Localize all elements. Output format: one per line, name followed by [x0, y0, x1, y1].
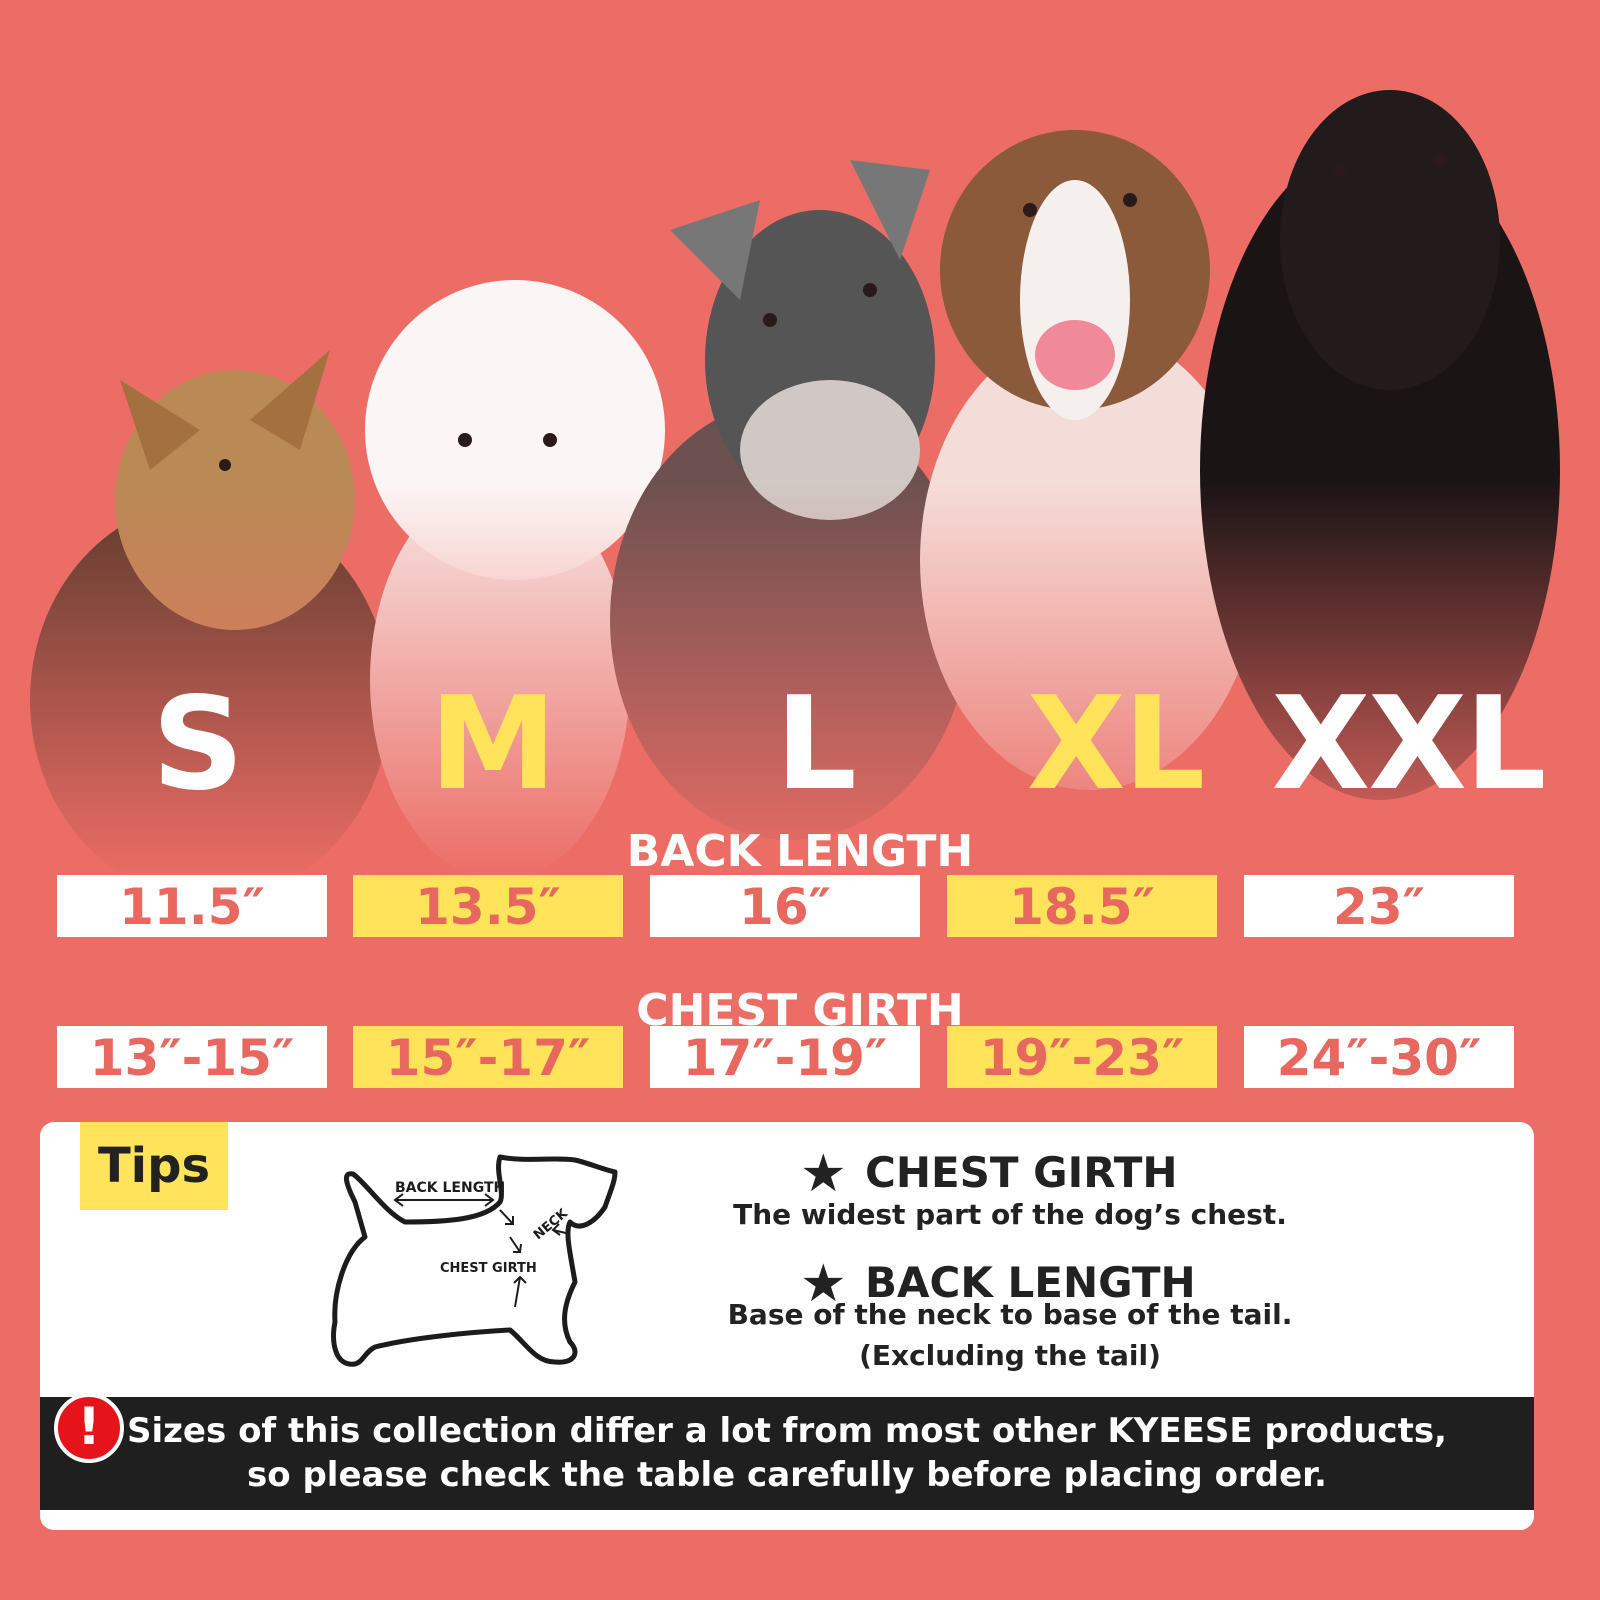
- back-length-xl: 18.5″: [947, 875, 1217, 937]
- diagram-chest-girth: CHEST GIRTH: [440, 1261, 537, 1276]
- chest-girth-l: 17″-19″: [650, 1026, 920, 1088]
- size-label-l: L: [775, 670, 857, 819]
- star-icon: ★: [800, 1254, 847, 1314]
- back-length-desc: Base of the neck to base of the tail.: [727, 1298, 1293, 1331]
- back-length-s: 11.5″: [57, 875, 327, 937]
- bulldog-photo: [920, 130, 1260, 790]
- dog-photos: [30, 90, 1560, 880]
- size-label-s: S: [151, 670, 244, 819]
- back-length-l: 16″: [650, 875, 920, 937]
- chest-girth-xxl: 24″-30″: [1244, 1026, 1514, 1088]
- diagram-neck: NECK: [531, 1206, 572, 1243]
- back-length-note: (Excluding the tail): [859, 1339, 1161, 1372]
- tips-panel: Tips BACK LENGTH NECK CHEST GIRTH ★ CHES…: [40, 1122, 1534, 1530]
- spaniel-photo: [1200, 90, 1560, 800]
- size-label-m: M: [429, 670, 556, 819]
- back-length-title: BACK LENGTH: [865, 1258, 1196, 1307]
- tips-label: Tips: [80, 1122, 228, 1210]
- back-length-xxl: 23″: [1244, 875, 1514, 937]
- chest-girth-s: 13″-15″: [57, 1026, 327, 1088]
- yorkie-photo: [30, 350, 390, 880]
- size-label-xl: XL: [1026, 670, 1205, 819]
- dog-outline-icon: BACK LENGTH NECK CHEST GIRTH: [331, 1154, 618, 1367]
- chest-girth-desc: The widest part of the dog’s chest.: [733, 1198, 1287, 1231]
- chest-girth-m: 15″-17″: [353, 1026, 623, 1088]
- back-length-m: 13.5″: [353, 875, 623, 937]
- star-icon: ★: [800, 1144, 847, 1204]
- schnauzer-photo: [610, 160, 970, 840]
- chest-girth-xl: 19″-23″: [947, 1026, 1217, 1088]
- diagram-back-length: BACK LENGTH: [395, 1180, 505, 1196]
- chest-girth-title: CHEST GIRTH: [865, 1148, 1178, 1197]
- dog-measure-diagram: BACK LENGTH NECK CHEST GIRTH: [325, 1152, 635, 1377]
- warning-line-2: so please check the table carefully befo…: [247, 1455, 1327, 1495]
- size-label-xxl: XXL: [1271, 670, 1547, 819]
- back-length-header: BACK LENGTH: [626, 826, 974, 877]
- warning-bar: Sizes of this collection differ a lot fr…: [40, 1397, 1534, 1510]
- exclamation-icon: !: [54, 1393, 124, 1463]
- bichon-photo: [365, 280, 665, 880]
- warning-line-1: Sizes of this collection differ a lot fr…: [127, 1411, 1447, 1451]
